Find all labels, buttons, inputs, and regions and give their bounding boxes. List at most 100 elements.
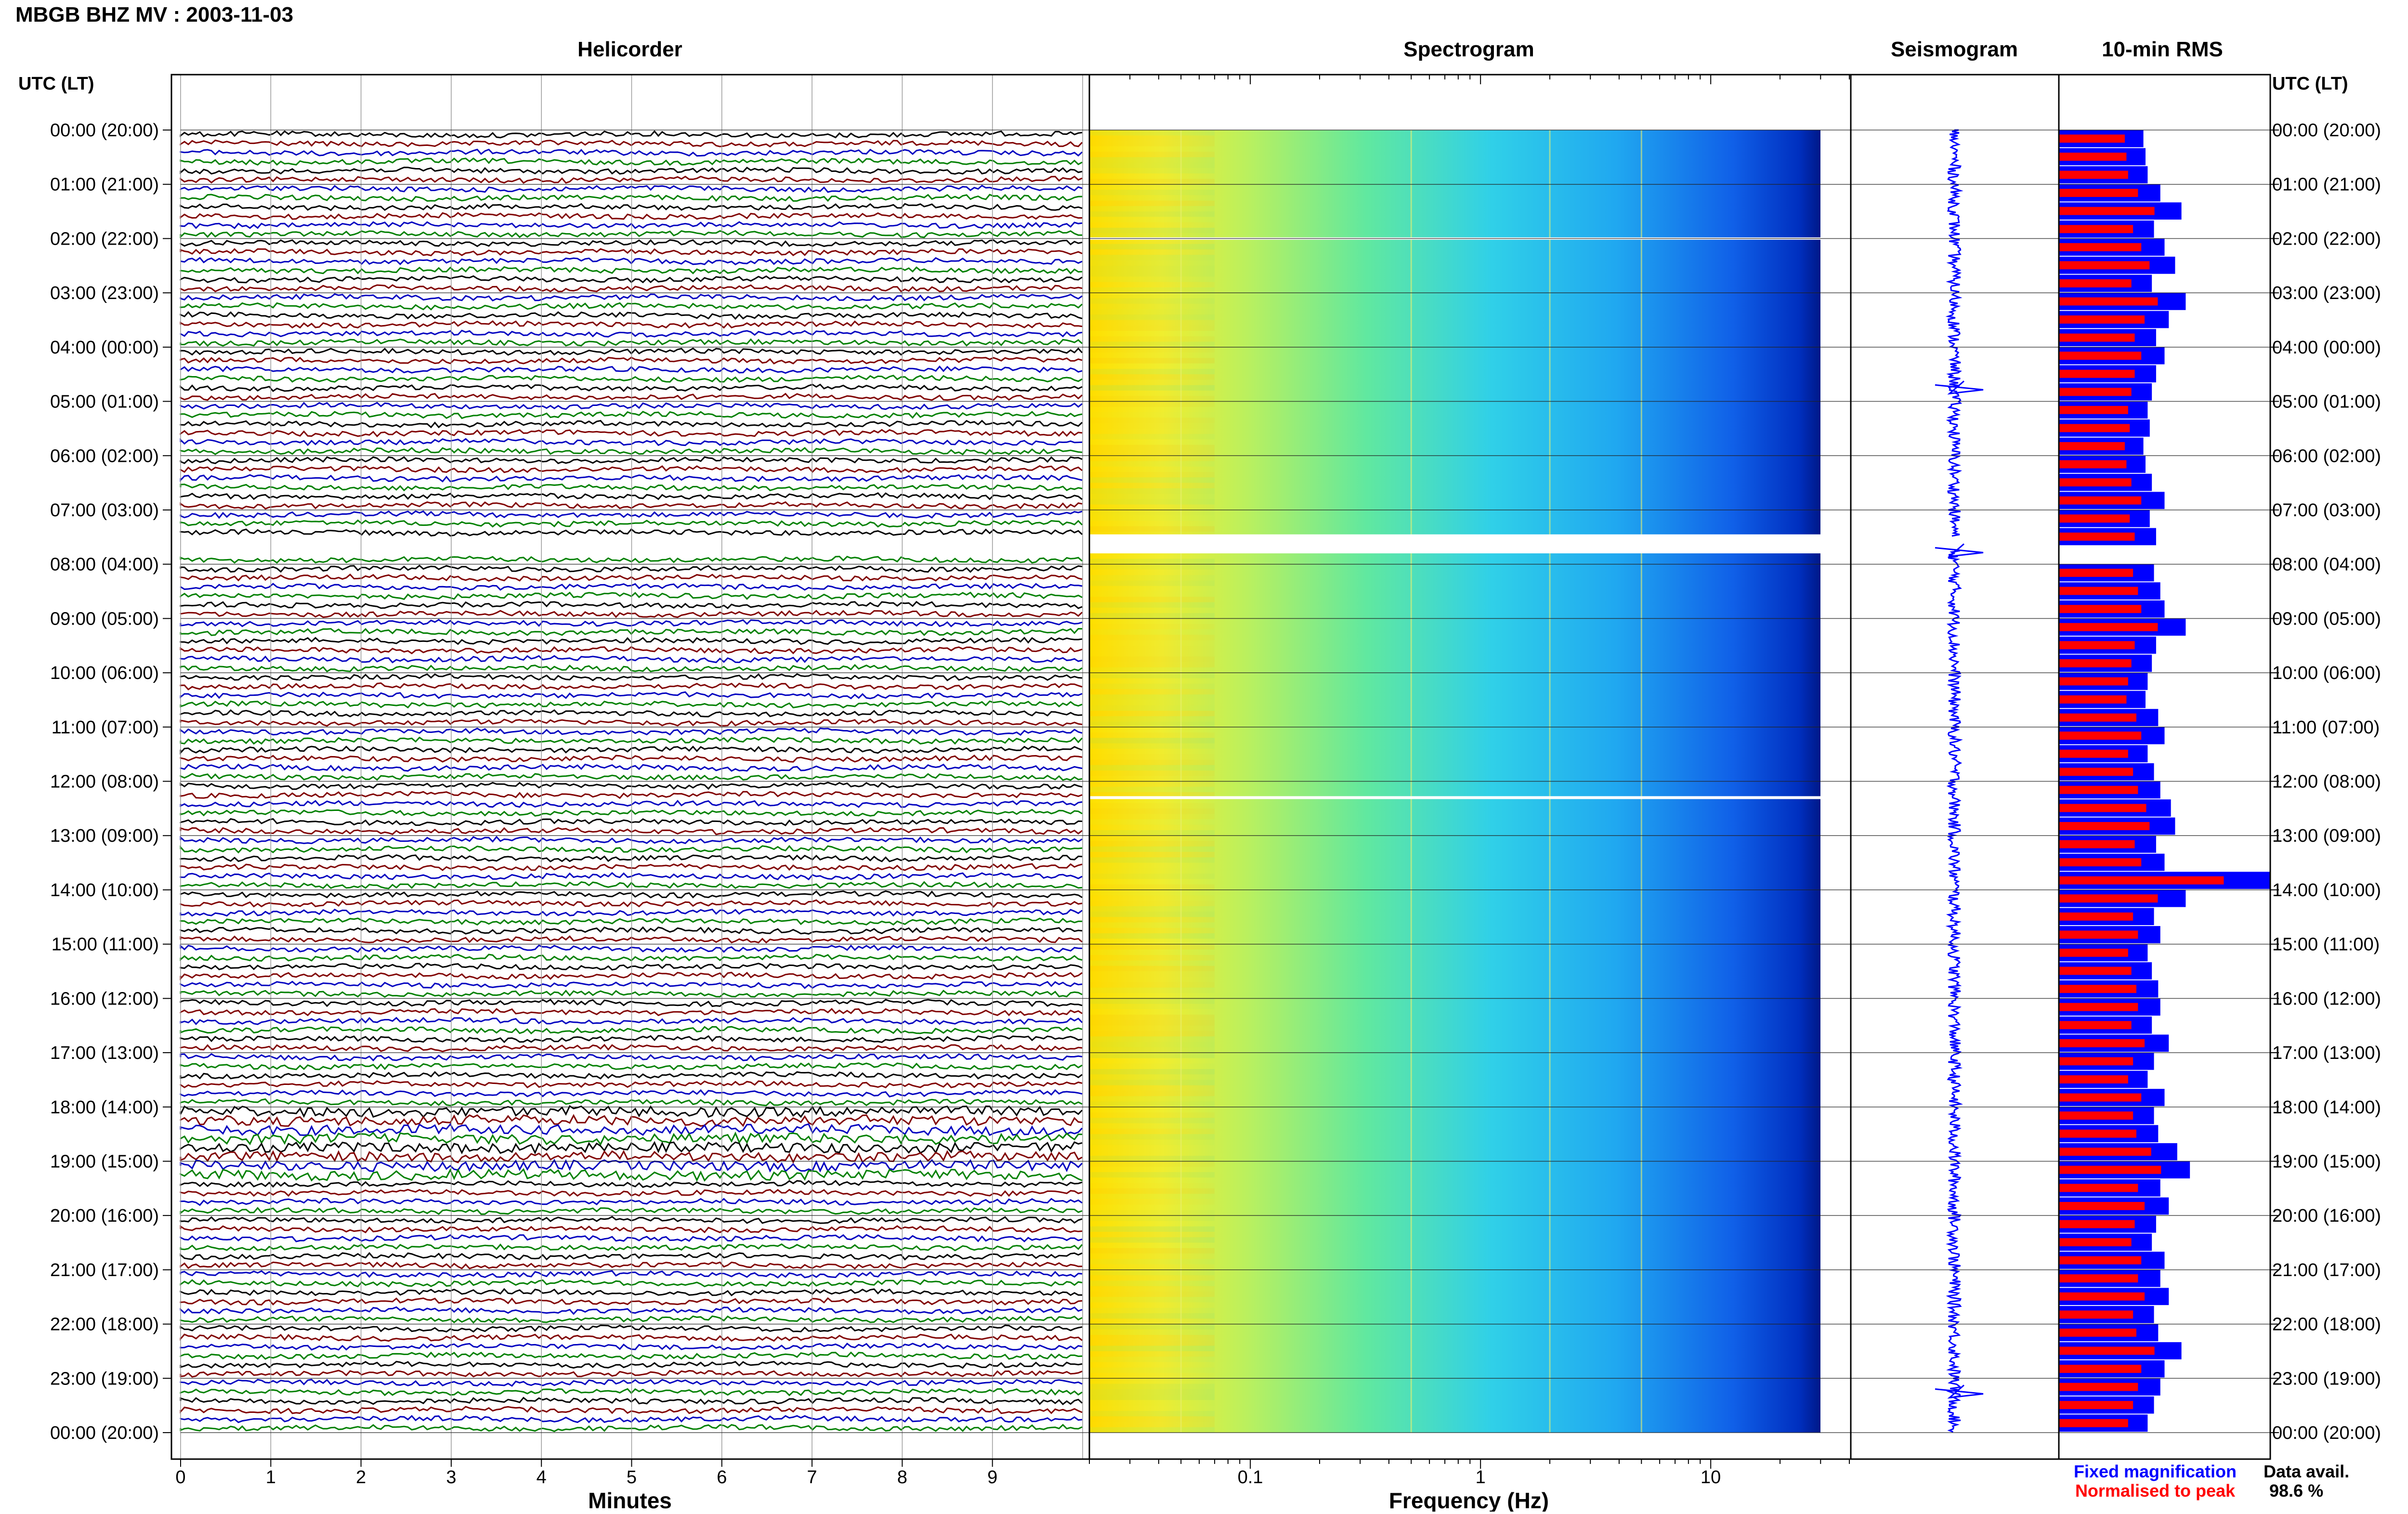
helicorder-trace <box>180 1297 1083 1305</box>
helicorder-trace <box>180 1141 1083 1155</box>
spectrogram-stripe <box>1089 314 1215 320</box>
spectrogram-stripe <box>1089 1145 1215 1150</box>
spectrogram-stripe <box>1089 1096 1215 1102</box>
spectrogram-stripe <box>1089 618 1215 624</box>
spectrogram-stripe <box>1089 738 1215 744</box>
helicorder-trace <box>180 284 1083 293</box>
helicorder-trace <box>180 1306 1083 1315</box>
spectrogram-stripe <box>1089 1362 1215 1367</box>
spectrogram-stripe <box>1089 526 1215 532</box>
rms-bar-normalised <box>2059 243 2142 251</box>
helicorder-trace <box>180 1415 1083 1423</box>
spectrogram-stripe <box>1089 1015 1215 1020</box>
helicorder-trace <box>180 1351 1083 1360</box>
spectrogram-stripe <box>1089 168 1215 174</box>
spectrogram-stripe <box>1089 217 1215 222</box>
time-label-right: 14:00 (10:00) <box>2272 880 2381 901</box>
rms-bar-normalised <box>2059 1003 2138 1011</box>
rms-bar-normalised <box>2059 1328 2136 1337</box>
spectrogram-stripe <box>1089 1215 1215 1221</box>
spectrogram-stripe <box>1089 331 1215 336</box>
spectrogram-stripe <box>1089 1074 1215 1080</box>
minute-tick-label: 1 <box>266 1467 276 1488</box>
helicorder-trace <box>180 1370 1083 1378</box>
spectrogram-stripe <box>1089 879 1215 884</box>
rms-bar-normalised <box>2059 858 2142 867</box>
spectrogram-stripe <box>1089 1064 1215 1069</box>
rms-bar-normalised <box>2059 152 2127 161</box>
helicorder-trace <box>180 998 1083 1007</box>
spectrogram-stripe <box>1089 971 1215 977</box>
spectrogram-stripe <box>1089 364 1215 369</box>
helicorder-trace <box>180 1324 1083 1333</box>
helicorder-trace <box>180 1149 1083 1164</box>
spectrogram-stripe <box>1089 1324 1215 1330</box>
helicorder-trace <box>180 1207 1083 1215</box>
spectrogram-stripe <box>1089 1286 1215 1292</box>
spectrogram-stripe <box>1089 1042 1215 1047</box>
rms-bar-normalised <box>2059 514 2130 523</box>
bottom-axes: 0 1 2 3 4 5 6 7 8 9 0.1 1 10 <box>175 75 1850 1488</box>
spectrogram-stripe <box>1089 786 1215 793</box>
time-label-left: 15:00 (11:00) <box>52 935 159 955</box>
spectrogram-stripe <box>1089 559 1215 564</box>
helicorder-trace <box>180 1397 1083 1406</box>
helicorder-panel <box>180 75 1083 1459</box>
helicorder-trace <box>180 1388 1083 1397</box>
spectrogram-stripe <box>1089 477 1215 483</box>
spectrogram-stripe <box>1089 157 1215 163</box>
spectrogram-stripe <box>1089 439 1215 444</box>
helicorder-trace <box>180 392 1083 401</box>
rms-bar-normalised <box>2059 785 2138 794</box>
spectrogram-stripe <box>1089 1313 1215 1319</box>
time-label-left: 22:00 (18:00) <box>50 1315 159 1335</box>
spectrogram-stripe <box>1089 939 1215 944</box>
spectrogram-stripe <box>1089 998 1215 1004</box>
helicorder-trace <box>180 221 1083 229</box>
rms-bar-normalised <box>2059 496 2142 505</box>
spectrogram-stripe <box>1089 689 1215 695</box>
spectrogram-stripe <box>1089 955 1215 961</box>
spectrogram-stripe <box>1089 852 1215 858</box>
time-label-left: 21:00 (17:00) <box>50 1260 159 1280</box>
data-avail-value: 98.6 % <box>2269 1481 2323 1501</box>
time-label-right: 13:00 (09:00) <box>2272 826 2381 846</box>
spectrogram-stripe <box>1089 282 1215 287</box>
time-label-left: 23:00 (19:00) <box>50 1369 159 1389</box>
rms-bar-normalised <box>2059 876 2224 885</box>
spectrogram-stripe <box>1089 515 1215 521</box>
spectrogram-stripe <box>1089 325 1215 331</box>
time-label-right: 16:00 (12:00) <box>2272 989 2381 1009</box>
spectrogram-stripe <box>1089 912 1215 917</box>
helicorder-trace <box>180 438 1083 446</box>
spectrogram-stripe <box>1089 781 1215 787</box>
helicorder-trace <box>180 555 1083 564</box>
rms-bar-normalised <box>2059 225 2133 234</box>
minutes-axis-label: Minutes <box>588 1488 672 1512</box>
helicorder-trace <box>180 1071 1083 1080</box>
spectrogram-stripe <box>1089 396 1215 402</box>
spectrogram-stripe <box>1089 1226 1215 1232</box>
rms-bar-normalised <box>2059 1383 2138 1391</box>
time-label-left: 19:00 (15:00) <box>50 1151 159 1172</box>
helicorder-trace <box>180 1279 1083 1288</box>
spectrogram-stripe <box>1089 927 1215 934</box>
spectrogram-stripe <box>1089 1156 1215 1162</box>
rms-bar-normalised <box>2059 587 2138 595</box>
rms-bar-normalised <box>2059 1021 2132 1030</box>
time-label-right: 04:00 (00:00) <box>2272 338 2381 358</box>
spectrogram-stripe <box>1089 792 1215 798</box>
helicorder-trace <box>180 754 1083 763</box>
rms-bar-normalised <box>2059 949 2128 957</box>
spectrogram-stripe <box>1089 1416 1215 1422</box>
spectrogram-stripe <box>1089 521 1215 526</box>
spectrogram-stripe <box>1089 1297 1215 1303</box>
time-label-right: 10:00 (06:00) <box>2272 663 2381 683</box>
spectrogram-stripe <box>1089 759 1215 765</box>
spectrogram-stripe <box>1089 1139 1215 1145</box>
rms-bar-normalised <box>2059 966 2132 975</box>
spectrogram-stripe <box>1089 195 1215 200</box>
spectrogram-stripe <box>1089 418 1215 423</box>
